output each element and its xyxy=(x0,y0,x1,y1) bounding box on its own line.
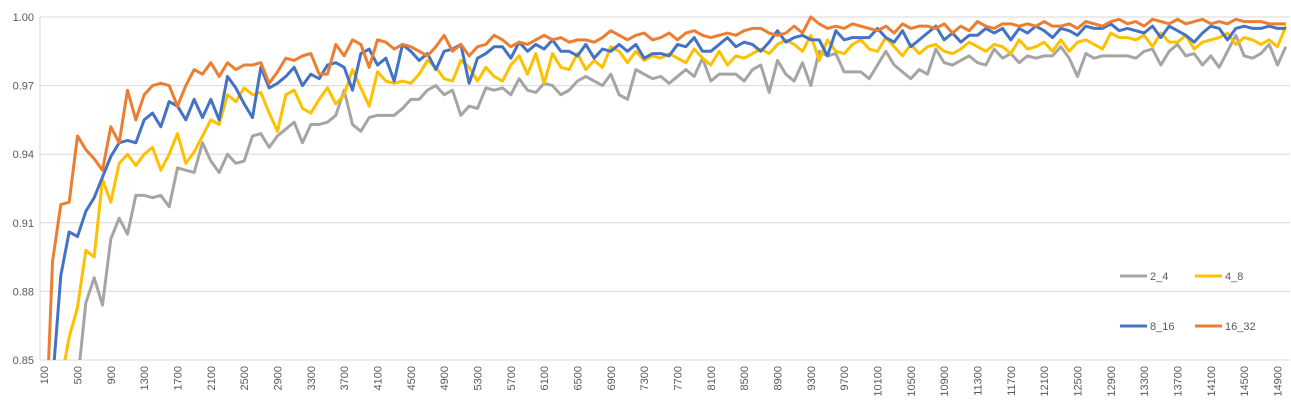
legend-label: 16_32 xyxy=(1225,321,1256,333)
x-tick-label: 12500 xyxy=(1073,366,1085,397)
x-tick-label: 8100 xyxy=(706,366,718,390)
legend-label: 4_8 xyxy=(1225,271,1243,283)
x-tick-label: 9300 xyxy=(806,366,818,390)
x-tick-label: 6100 xyxy=(539,366,551,390)
y-tick-label: 0.85 xyxy=(13,355,34,367)
x-tick-label: 13700 xyxy=(1173,366,1185,397)
x-tick-label: 1300 xyxy=(139,366,151,390)
series-line xyxy=(78,33,1288,360)
y-tick-label: 0.97 xyxy=(13,81,34,93)
x-tick-label: 13300 xyxy=(1139,366,1151,397)
legend-label: 2_4 xyxy=(1150,271,1168,283)
x-tick-label: 7700 xyxy=(673,366,685,390)
x-tick-label: 2500 xyxy=(239,366,251,390)
x-tick-label: 3700 xyxy=(339,366,351,390)
x-tick-label: 3300 xyxy=(306,366,318,390)
x-tick-label: 5700 xyxy=(506,366,518,390)
x-tick-label: 6500 xyxy=(573,366,585,390)
x-tick-label: 6900 xyxy=(606,366,618,390)
x-tick-label: 4500 xyxy=(406,366,418,390)
x-tick-label: 5300 xyxy=(473,366,485,390)
y-tick-label: 0.88 xyxy=(13,286,34,298)
x-tick-label: 14900 xyxy=(1273,366,1285,397)
x-tick-label: 14500 xyxy=(1239,366,1251,397)
x-tick-label: 2100 xyxy=(206,366,218,390)
x-tick-label: 4100 xyxy=(373,366,385,390)
y-tick-label: 0.91 xyxy=(13,218,34,230)
series-line xyxy=(47,15,1286,360)
x-tick-label: 500 xyxy=(73,366,85,384)
x-tick-label: 2900 xyxy=(273,366,285,390)
x-tick-label: 8900 xyxy=(773,366,785,390)
x-tick-label: 11700 xyxy=(1006,366,1018,396)
series-line xyxy=(52,22,1286,360)
series-line xyxy=(63,25,1288,360)
x-tick-label: 14100 xyxy=(1206,366,1218,397)
x-tick-label: 10100 xyxy=(873,366,885,397)
x-tick-label: 11300 xyxy=(973,366,985,396)
y-tick-label: 0.94 xyxy=(13,149,34,161)
y-tick-label: 1.00 xyxy=(13,12,34,24)
x-tick-label: 100 xyxy=(39,366,51,384)
legend-label: 8_16 xyxy=(1150,321,1174,333)
x-tick-label: 8500 xyxy=(739,366,751,390)
x-tick-label: 12900 xyxy=(1106,366,1118,397)
x-tick-label: 12100 xyxy=(1039,366,1051,397)
plot-area xyxy=(47,15,1288,360)
x-tick-label: 1700 xyxy=(173,366,185,390)
x-tick-label: 4900 xyxy=(439,366,451,390)
x-tick-label: 9700 xyxy=(839,366,851,390)
x-tick-label: 900 xyxy=(106,366,118,384)
x-tick-label: 10500 xyxy=(906,366,918,397)
x-tick-label: 7300 xyxy=(639,366,651,390)
x-tick-label: 10900 xyxy=(939,366,951,397)
